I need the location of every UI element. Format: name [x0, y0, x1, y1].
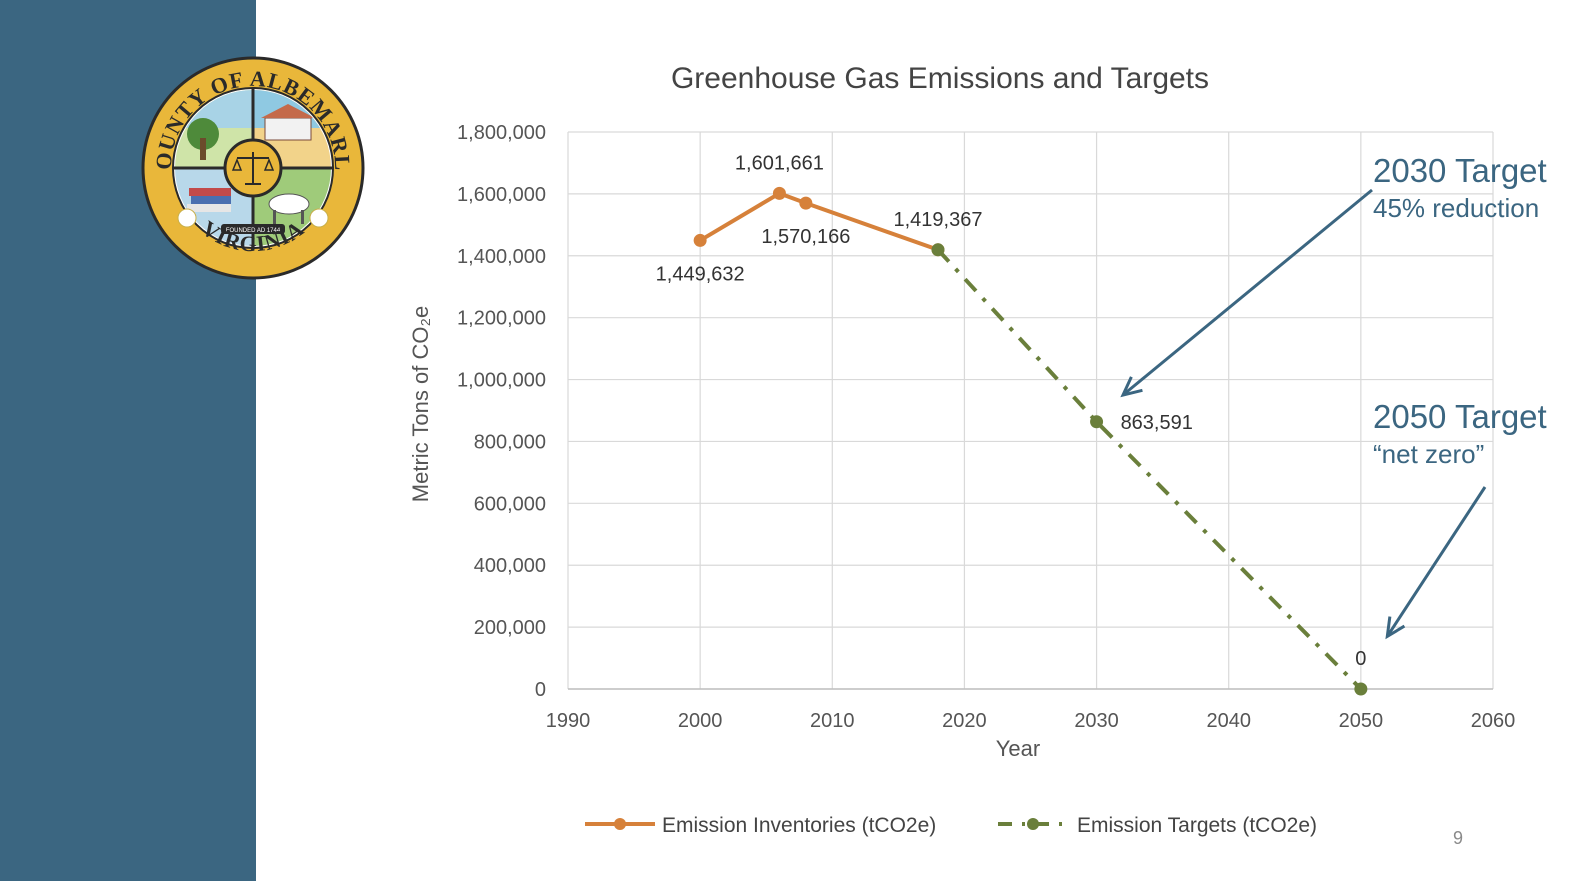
y-tick-label: 400,000: [474, 555, 546, 577]
annotation-2030-subtitle: 45% reduction: [1373, 193, 1539, 223]
x-tick-label: 2050: [1339, 710, 1384, 732]
y-axis-label: Metric Tons of CO₂e: [408, 306, 433, 502]
data-point-marker: [1354, 682, 1368, 696]
annotation-2050-subtitle: “net zero”: [1373, 439, 1484, 469]
legend-inventories-label: Emission Inventories (tCO2e): [662, 814, 936, 837]
x-tick-label: 1990: [546, 710, 591, 732]
y-tick-label: 1,600,000: [457, 184, 546, 206]
annotation-2030-title: 2030 Target: [1373, 152, 1547, 189]
chart-title: Greenhouse Gas Emissions and Targets: [671, 62, 1209, 95]
annotation-arrow-head: [1385, 616, 1406, 640]
x-tick-label: 2020: [942, 710, 987, 732]
data-label: 1,601,661: [735, 152, 824, 174]
data-point-marker: [931, 243, 945, 257]
chart-data-labels: 1,449,632 1,601,661 1,570,166 1,419,367 863,…: [656, 152, 1367, 670]
data-label: 1,570,166: [761, 226, 850, 248]
x-tick-label: 2060: [1471, 710, 1516, 732]
y-tick-label: 1,800,000: [457, 122, 546, 144]
y-tick-label: 1,000,000: [457, 370, 546, 392]
y-tick-label: 600,000: [474, 493, 546, 515]
series-line-1: [936, 248, 1363, 691]
y-tick-label: 800,000: [474, 431, 546, 453]
chart-series: [693, 186, 1368, 696]
series-line-0: [699, 191, 939, 252]
legend-inventories-marker: [614, 818, 626, 830]
data-label: 1,419,367: [894, 209, 983, 231]
data-point-marker: [1090, 415, 1104, 429]
data-label: 863,591: [1121, 412, 1193, 434]
chart-grid: [567, 131, 1494, 690]
annotation-arrow-line: [1386, 486, 1487, 638]
chart-legend: Emission Inventories (tCO2e) Emission Ta…: [585, 814, 1317, 837]
annotation-arrows: [1120, 188, 1487, 640]
seal-founded-text: FOUNDED AD 1744: [226, 228, 281, 234]
x-tick-label: 2010: [810, 710, 855, 732]
annotation-2050-title: 2050 Target: [1373, 398, 1547, 435]
data-point-marker: [772, 186, 786, 200]
legend-targets-marker: [1027, 818, 1039, 830]
annotation-arrow-head: [1120, 376, 1143, 398]
y-tick-label: 0: [535, 679, 546, 701]
x-axis-label: Year: [996, 736, 1040, 761]
legend-targets-label: Emission Targets (tCO2e): [1077, 814, 1317, 837]
data-point-marker: [693, 233, 707, 247]
data-point-marker: [799, 196, 813, 210]
y-tick-label: 1,400,000: [457, 246, 546, 268]
data-label: 0: [1355, 648, 1366, 670]
annotation-arrow-line: [1122, 188, 1373, 397]
x-tick-label: 2000: [678, 710, 723, 732]
y-tick-label: 1,200,000: [457, 308, 546, 330]
y-tick-label: 200,000: [474, 617, 546, 639]
page-number: 9: [1452, 828, 1463, 848]
x-tick-label: 2030: [1074, 710, 1119, 732]
county-seal-logo: FOUNDED AD 1744 COUNTY OF ALBEMARLE VIRG…: [141, 56, 365, 280]
data-label: 1,449,632: [656, 263, 745, 285]
chart-axes: 0 200,000 400,000 600,000 800,000 1,000,000 1,…: [457, 122, 1515, 732]
x-tick-label: 2040: [1206, 710, 1251, 732]
